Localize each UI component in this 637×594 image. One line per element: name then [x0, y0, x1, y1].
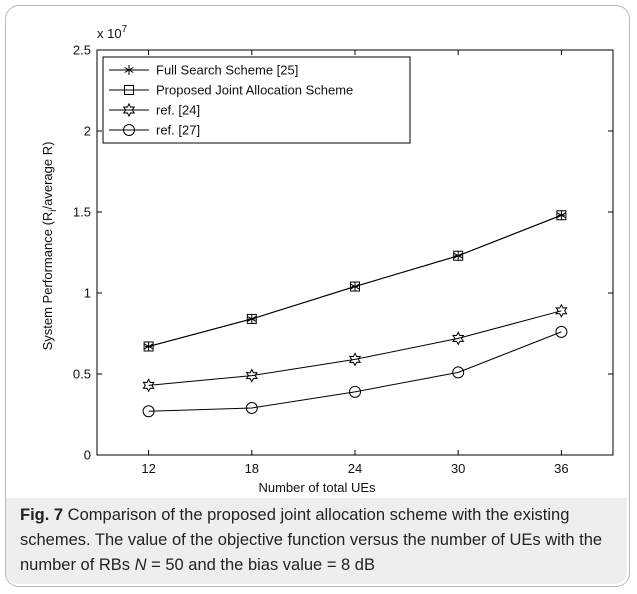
y-tick-label: 2 [84, 124, 91, 139]
marker-circle [245, 402, 258, 415]
marker-circle [123, 124, 135, 136]
legend-box [102, 56, 411, 144]
series-2-line [148, 214, 562, 347]
legend-entry-4-label: ref. [27] [156, 123, 200, 138]
x-axis-label: Number of total UEs [258, 480, 376, 495]
legend-entry-1-marker [124, 65, 134, 75]
legend-entry-1-label: Full Search Scheme [25] [156, 63, 298, 78]
caption-background [6, 498, 627, 584]
caption-text-end: = 50 and the bias value = 8 dB [146, 556, 375, 574]
x-tick-label: 24 [348, 461, 362, 476]
marker-hexagram [245, 368, 258, 383]
x-tick-label: 30 [451, 461, 465, 476]
caption-variable: N [134, 556, 147, 574]
line-chart: 12 18 24 30 36 0 0.5 1 1.5 2 2.5 Full Search Schem… [40, 24, 614, 495]
series-4-point [555, 325, 568, 338]
y-tick-label: 1 [84, 286, 91, 301]
series-3-point [555, 303, 568, 318]
y-tick-label: 0.5 [73, 367, 91, 382]
series-4-point [349, 385, 361, 398]
series-2-point [556, 210, 567, 221]
marker-square [246, 313, 257, 324]
legend-entry-4-marker [123, 124, 135, 136]
chart-legend: Full Search Scheme [25] Proposed Joint Al… [102, 56, 411, 144]
marker-hexagram [452, 331, 465, 346]
marker-circle [349, 385, 361, 398]
y-axis-label: System Performance (Ri/average R) [40, 142, 59, 351]
legend-entry-2-label: Proposed Joint Allocation Scheme [156, 83, 353, 98]
series-3-point [348, 352, 362, 367]
marker-hexagram [122, 102, 136, 118]
y-multiplier: x 107 [97, 24, 128, 41]
caption-label: Fig. 7 [20, 506, 64, 524]
marker-square [143, 341, 154, 352]
marker-hexagram [142, 378, 155, 393]
marker-square [453, 250, 464, 261]
marker-square [124, 85, 134, 95]
marker-circle [452, 366, 465, 379]
series-4-line [148, 331, 562, 412]
y-tick-label: 0 [84, 448, 91, 463]
legend-entry-3-label: ref. [24] [156, 103, 200, 118]
marker-circle [555, 325, 568, 338]
marker-circle [142, 405, 155, 418]
chart-axes: 12 18 24 30 36 0 0.5 1 1.5 2 2.5 [73, 43, 614, 476]
series-2-point [350, 281, 360, 292]
x-tick-label: 36 [554, 461, 568, 476]
series-3-line [148, 310, 562, 386]
marker-square [556, 210, 567, 221]
series-3-point [142, 378, 155, 393]
chart-series [142, 210, 568, 418]
series-4-point [142, 405, 155, 418]
marker-square [350, 281, 360, 292]
series-1-line [148, 214, 562, 347]
x-tick-label: 12 [141, 461, 155, 476]
series-2-point [246, 313, 257, 324]
y-tick-label: 2.5 [73, 43, 91, 58]
marker-hexagram [348, 352, 362, 367]
caption-text: Comparison of the proposed joint allocat… [20, 506, 603, 574]
marker-hexagram [555, 303, 568, 318]
legend-entry-3-marker [122, 102, 136, 118]
series-3-point [245, 368, 258, 383]
series-3-point [452, 331, 465, 346]
series-4-point [245, 402, 258, 415]
figure-caption: Fig. 7 Comparison of the proposed joint … [20, 503, 615, 578]
series-2-point [143, 341, 154, 352]
x-tick-label: 18 [245, 461, 259, 476]
series-4-point [452, 366, 465, 379]
y-tick-label: 1.5 [73, 205, 91, 220]
series-2-point [453, 250, 464, 261]
legend-entry-2-marker [124, 85, 134, 95]
